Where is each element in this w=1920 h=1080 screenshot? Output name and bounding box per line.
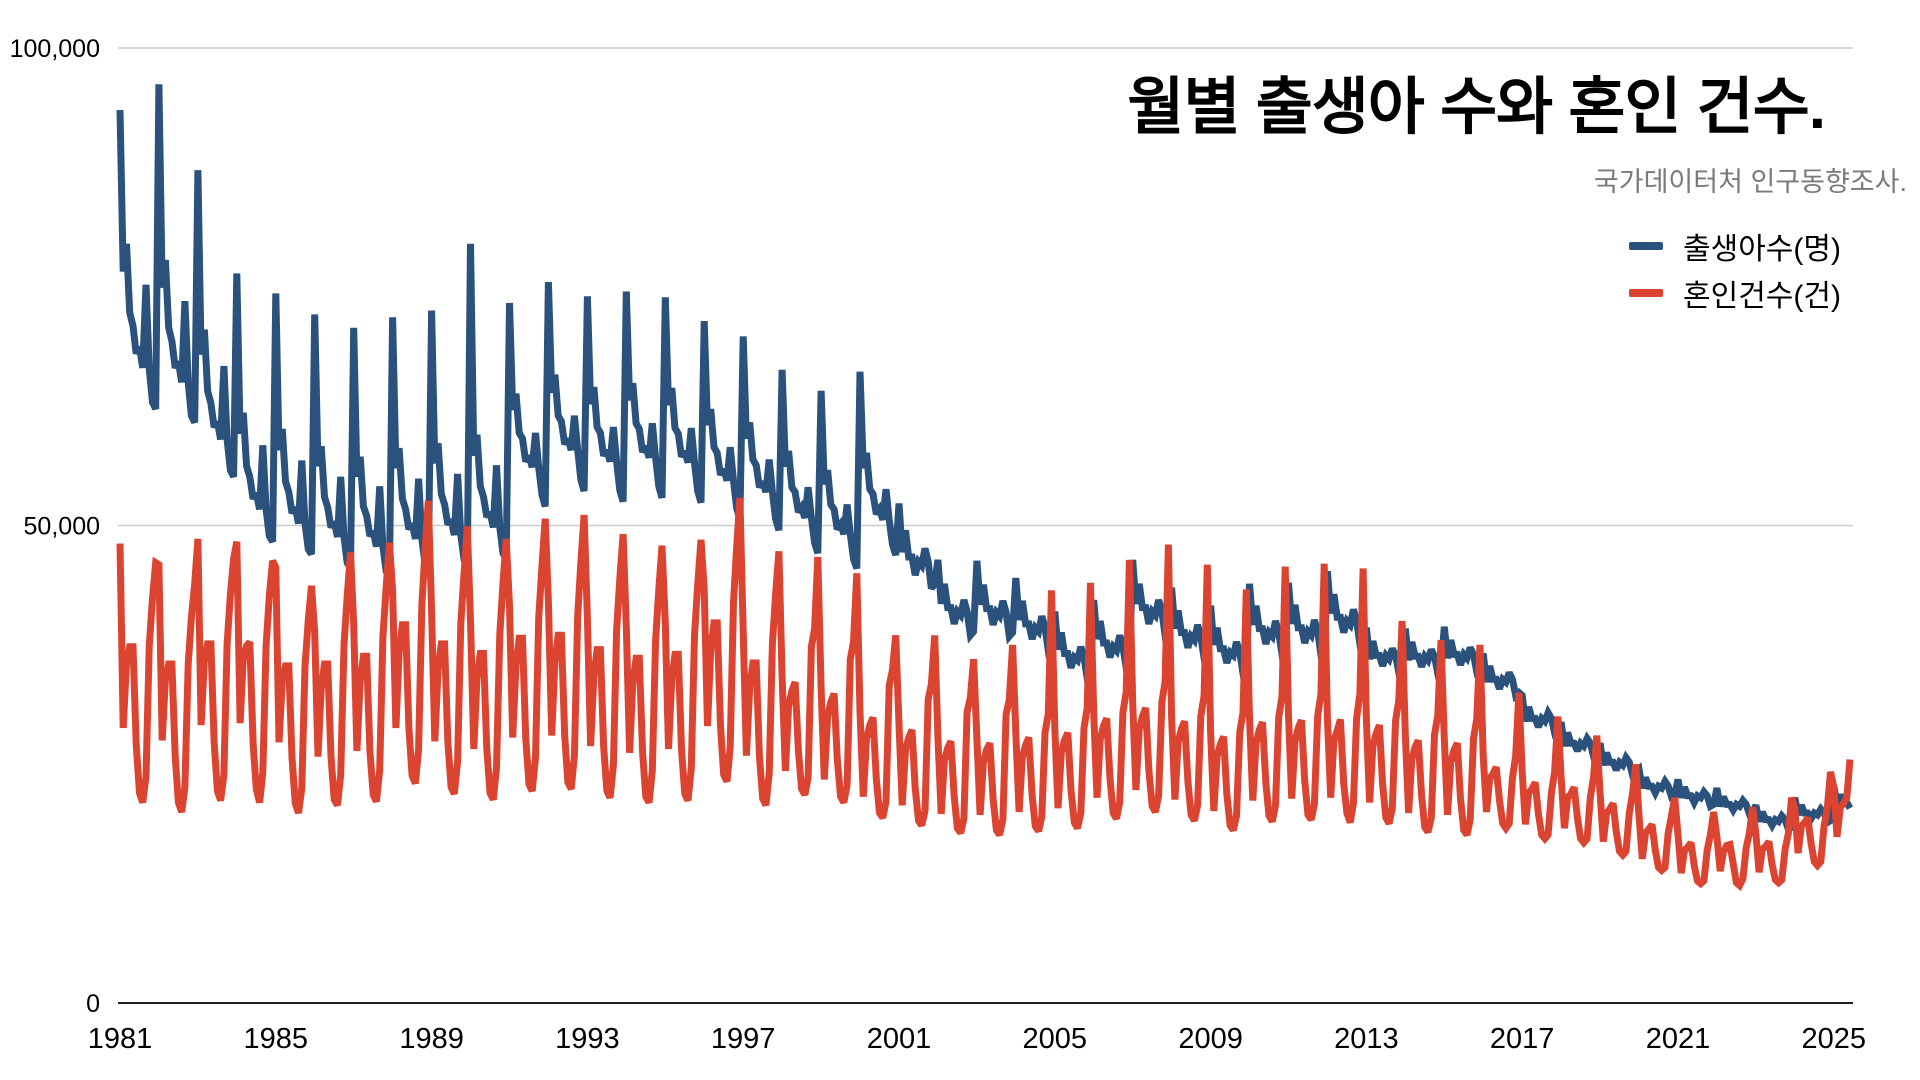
births-line-swatch-icon [1629, 242, 1663, 250]
y-tick-label-0: 0 [86, 990, 100, 1018]
x-tick-label-2021: 2021 [1646, 1023, 1711, 1055]
y-tick-label-50000: 50,000 [24, 512, 100, 540]
legend-label-marriages: 혼인건수(건) [1683, 280, 1841, 313]
marriages-series-line [116, 497, 1854, 892]
legend: 출생아수(명) 혼인건수(건) [1629, 226, 1841, 320]
chart-title: 월별 출생아 수와 혼인 건수. [1127, 73, 1826, 142]
x-tick-label-2025: 2025 [1802, 1023, 1867, 1055]
legend-label-births: 출생아수(명) [1683, 233, 1841, 266]
x-tick-label-1997: 1997 [711, 1023, 776, 1055]
chart-subtitle: 국가데이터처 인구동향조사. [1593, 167, 1907, 197]
legend-item-births: 출생아수(명) [1629, 226, 1841, 266]
x-tick-label-2005: 2005 [1023, 1023, 1088, 1055]
legend-item-marriages: 혼인건수(건) [1629, 273, 1841, 313]
x-tick-label-1981: 1981 [88, 1023, 153, 1055]
x-tick-label-1985: 1985 [244, 1023, 309, 1055]
x-tick-label-2001: 2001 [867, 1023, 932, 1055]
x-tick-label-2009: 2009 [1178, 1023, 1243, 1055]
x-tick-label-2013: 2013 [1334, 1023, 1399, 1055]
x-tick-label-1989: 1989 [399, 1023, 464, 1055]
x-tick-label-1993: 1993 [555, 1023, 620, 1055]
x-tick-label-2017: 2017 [1490, 1023, 1555, 1055]
y-tick-label-100000: 100,000 [10, 35, 100, 63]
marriages-line-swatch-icon [1629, 289, 1663, 297]
